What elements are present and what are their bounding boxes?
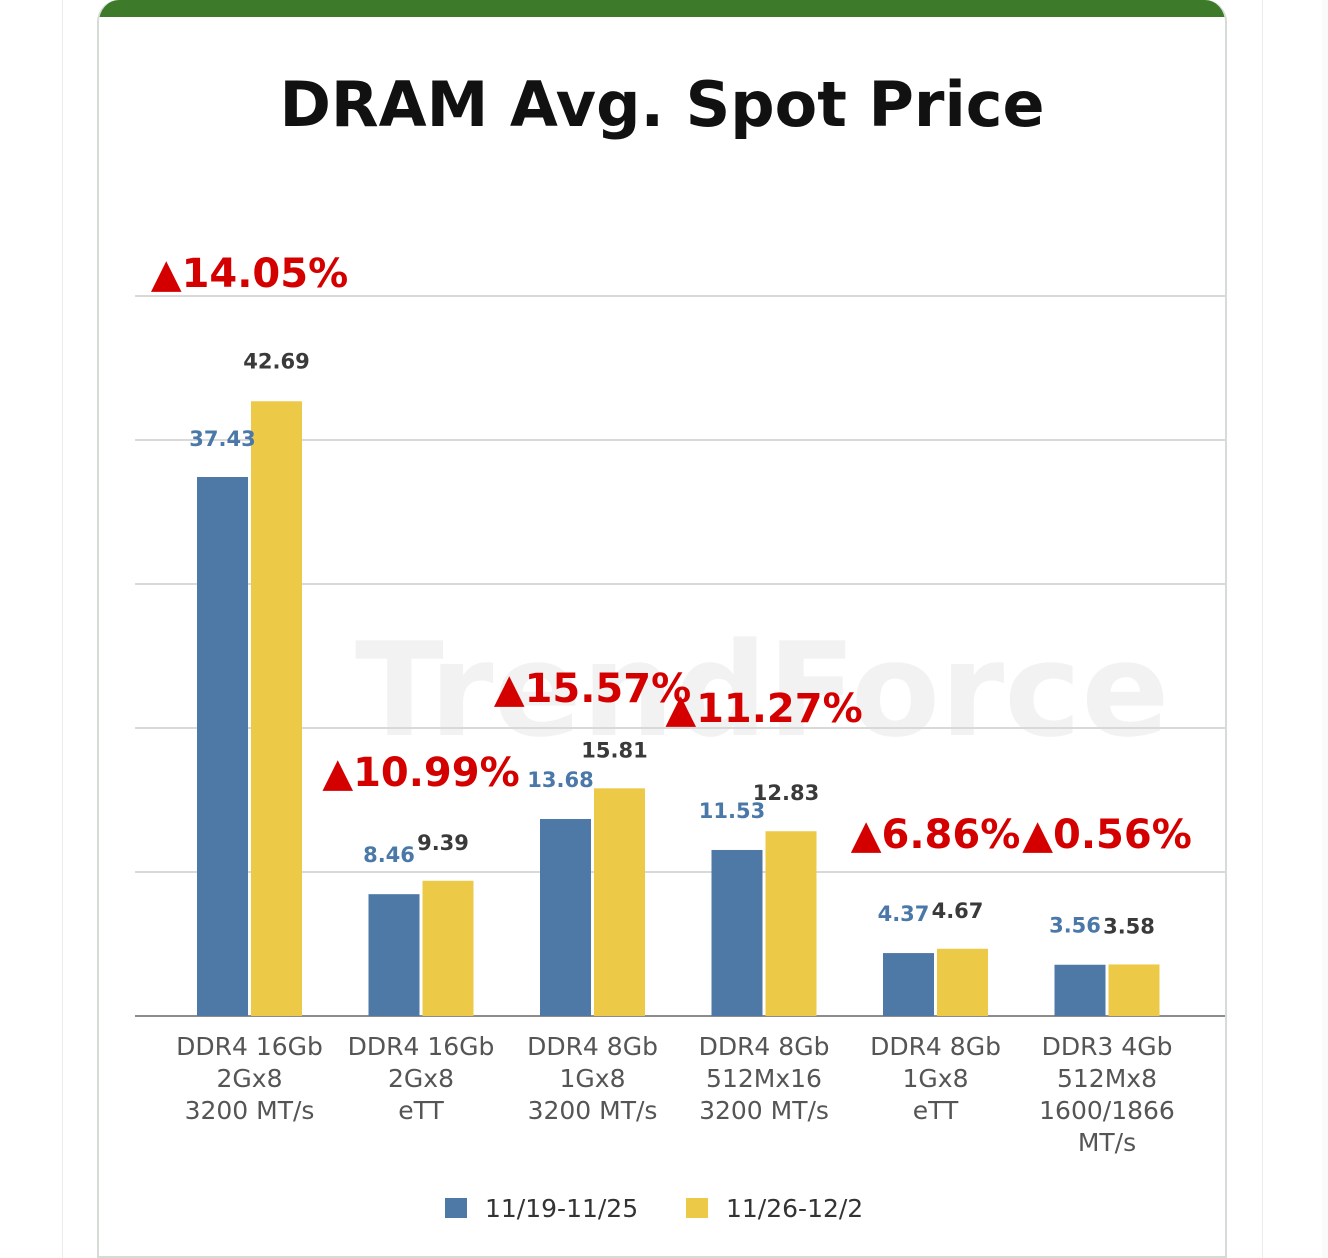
legend: 11/19-11/25 11/26-12/2 [445,1194,863,1223]
bar-series1 [197,477,248,1016]
bar-series1 [711,849,763,1016]
value-label-series2: 15.81 [581,738,647,762]
category-tick-label: DDR3 4Gb 512Mx8 1600/1866 MT/s [1039,1032,1175,1157]
card-accent-bar [99,0,1225,17]
bar-series1 [1054,964,1106,1016]
category-tick-line: DDR4 8Gb [699,1032,830,1061]
category-tick-line: DDR4 8Gb [870,1032,1001,1061]
category-tick-line: 1Gx8 [903,1064,969,1093]
bar-series1 [883,953,934,1016]
category-tick-line: 2Gx8 [217,1064,283,1093]
bar-series1 [540,819,591,1016]
category-tick-line: 1Gx8 [560,1064,626,1093]
page-edge-left [62,0,63,1258]
value-label-series2: 12.83 [753,781,819,805]
category-tick-line: DDR3 4Gb [1042,1032,1173,1061]
page-edge-right [1262,0,1263,1258]
value-label-series2: 42.69 [243,349,309,373]
category-tick-line: 3200 MT/s [699,1096,829,1125]
labels: 37.43 42.69 ▲14.05% DDR4 16Gb 2Gx8 3200 MT/s 8… [151,251,1192,1157]
side-strip [1322,0,1328,1258]
change-label: ▲6.86% [851,812,1021,858]
category-tick-line: 3200 MT/s [528,1096,658,1125]
value-label-series2: 3.58 [1103,914,1155,938]
category-tick-line: 512Mx8 [1057,1064,1157,1093]
category-tick-label: DDR4 8Gb 1Gx8 3200 MT/s [527,1032,658,1125]
bar-series2 [937,948,988,1016]
bars [197,401,1160,1016]
change-label: ▲15.57% [494,666,691,712]
category-tick-label: DDR4 16Gb 2Gx8 eTT [348,1032,495,1125]
value-label-series1: 13.68 [527,768,593,792]
category-tick-line: 3200 MT/s [185,1096,315,1125]
gridlines [135,295,1225,1017]
category-tick-label: DDR4 8Gb 1Gx8 eTT [870,1032,1001,1125]
category-tick-line: 2Gx8 [388,1064,454,1093]
value-label-series1: 37.43 [189,427,255,451]
bar-series2 [251,401,302,1016]
category-tick-label: DDR4 8Gb 512Mx16 3200 MT/s [699,1032,830,1125]
category-tick-line: 512Mx16 [706,1064,822,1093]
change-label: ▲0.56% [1022,812,1192,858]
chart-title: DRAM Avg. Spot Price [279,68,1044,141]
bar-series1 [368,894,420,1016]
category-tick-line: eTT [913,1096,959,1125]
value-label-series1: 8.46 [363,843,415,867]
value-label-series2: 9.39 [417,831,469,855]
category-tick-line: DDR4 16Gb [176,1032,323,1061]
legend-swatch-series2 [686,1198,708,1218]
category-tick-line: MT/s [1078,1128,1136,1157]
watermark-text: TrendForce [355,614,1169,766]
legend-label-series2: 11/26-12/2 [726,1194,863,1223]
legend-swatch-series1 [445,1198,467,1218]
change-label: ▲11.27% [665,686,862,732]
value-label-series2: 4.67 [932,899,984,923]
category-tick-line: DDR4 16Gb [348,1032,495,1061]
legend-label-series1: 11/19-11/25 [485,1194,638,1223]
category-tick-line: eTT [398,1096,444,1125]
change-label: ▲14.05% [151,251,348,297]
category-tick-label: DDR4 16Gb 2Gx8 3200 MT/s [176,1032,323,1125]
bar-series2 [765,831,817,1016]
value-label-series1: 3.56 [1049,914,1101,938]
category-tick-line: DDR4 8Gb [527,1032,658,1061]
bar-series2 [422,880,474,1016]
category-tick-line: 1600/1866 [1039,1096,1175,1125]
bar-series2 [594,788,645,1016]
value-label-series1: 4.37 [878,902,930,926]
change-label: ▲10.99% [322,750,519,796]
value-label-series1: 11.53 [699,799,765,823]
bar-series2 [1108,964,1160,1016]
